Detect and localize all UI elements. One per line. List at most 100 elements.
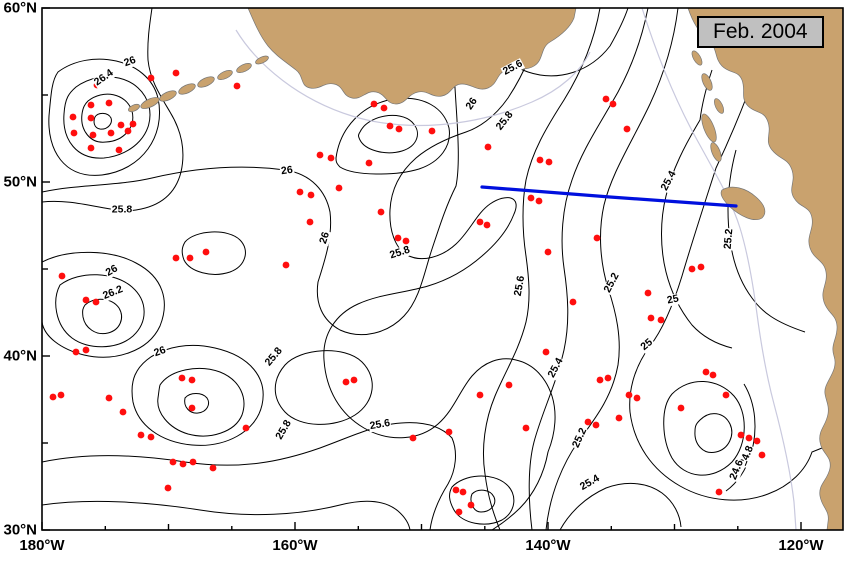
station-dot [623, 125, 631, 133]
station-dot [82, 296, 90, 304]
station-dot [82, 346, 90, 354]
station-dot [306, 218, 314, 226]
contour-line [545, 8, 679, 530]
contour-line [131, 345, 264, 446]
station-dot [455, 508, 463, 516]
station-dot [117, 121, 125, 129]
axis-ticks [41, 7, 802, 531]
station-dot [307, 191, 315, 199]
station-dot [105, 394, 113, 402]
station-dot [394, 234, 402, 242]
y-axis-label: 60°N [3, 0, 37, 17]
x-axis-label: 140°W [525, 537, 571, 554]
shelf-line [641, 8, 797, 530]
y-axis-label: 40°N [3, 347, 37, 365]
station-dot [644, 289, 652, 297]
contour-line [63, 76, 151, 159]
island-aleutian [140, 97, 160, 109]
station-dot [402, 237, 410, 245]
station-dot [615, 414, 623, 422]
station-dot [179, 460, 187, 468]
station-dot [737, 431, 745, 439]
station-dot [722, 391, 730, 399]
station-dot [296, 188, 304, 196]
contour-line [559, 482, 682, 530]
station-dot [342, 378, 350, 386]
station-dot [647, 314, 655, 322]
contour-line [335, 97, 450, 175]
station-dot [544, 248, 552, 256]
land-alaska [247, 8, 577, 105]
station-dot [522, 424, 530, 432]
station-dot [370, 100, 378, 108]
contour-line [42, 8, 184, 212]
island-aleutian [159, 90, 177, 102]
station-dot [459, 488, 467, 496]
station-dot [49, 393, 57, 401]
contour-line [93, 112, 112, 130]
station-dot [688, 265, 696, 273]
station-dot [186, 254, 194, 262]
station-dot [535, 197, 543, 205]
station-dot [452, 486, 460, 494]
y-axis-label: 30°N [3, 521, 37, 539]
contour-line [81, 93, 134, 143]
contour-line [274, 350, 373, 425]
contour-line [470, 489, 496, 513]
station-dot [169, 458, 177, 466]
station-dot [527, 194, 535, 202]
station-dot [476, 218, 484, 226]
station-dot [536, 156, 544, 164]
ship-track-line [480, 185, 738, 208]
station-dot [124, 127, 132, 135]
station-dots-layer [49, 69, 766, 516]
contour-line [323, 8, 556, 530]
contour-line [82, 298, 122, 335]
land-masses [128, 8, 843, 530]
station-dot [316, 151, 324, 159]
island-se-alaska [691, 50, 703, 66]
station-dot [233, 82, 241, 90]
island-aleutian [128, 103, 140, 113]
station-dot [380, 104, 388, 112]
station-dot [758, 451, 766, 459]
station-dot [592, 421, 600, 429]
station-dot [409, 434, 417, 442]
station-dot [327, 154, 335, 162]
station-dot [164, 484, 172, 492]
station-dot [753, 437, 761, 445]
island-se-alaska [701, 73, 713, 91]
station-dot [609, 100, 617, 108]
contour-line [629, 59, 823, 501]
station-dot [70, 129, 78, 137]
station-dot [202, 248, 210, 256]
station-dot [377, 208, 385, 216]
station-dot [115, 146, 123, 154]
y-axis-label: 50°N [3, 173, 37, 191]
station-dot [625, 391, 633, 399]
contour-line [694, 413, 733, 453]
station-dot [467, 501, 475, 509]
station-dot [596, 376, 604, 384]
station-dot [697, 263, 705, 271]
station-dot [709, 371, 717, 379]
station-dot [350, 376, 358, 384]
contour-line [55, 274, 145, 348]
station-dot [147, 74, 155, 82]
contour-line [482, 8, 601, 530]
station-dot [107, 129, 115, 137]
station-dot [188, 376, 196, 384]
station-dot [282, 261, 290, 269]
contour-line [184, 393, 210, 414]
contour-line [42, 8, 459, 336]
station-dot [593, 234, 601, 242]
station-dot [178, 374, 186, 382]
track-layer [480, 185, 738, 208]
station-dot [428, 127, 436, 135]
contour-line [42, 422, 456, 530]
station-dot [57, 391, 65, 399]
island-haida-gwaii [710, 142, 722, 162]
station-dot [476, 391, 484, 399]
station-dot [484, 143, 492, 151]
